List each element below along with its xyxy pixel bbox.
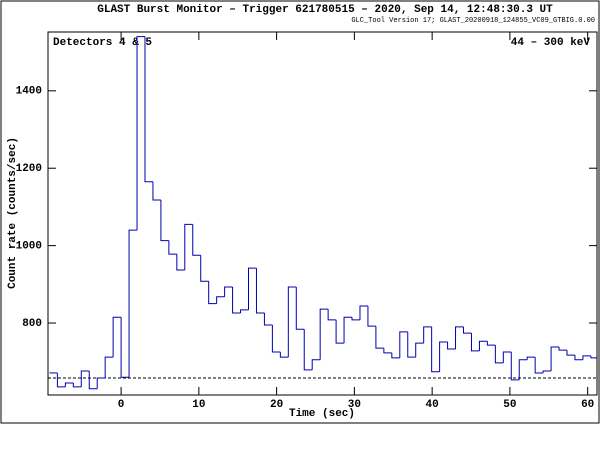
histogram-bin [303, 329, 313, 371]
histogram-bin [574, 355, 583, 361]
histogram-bin [439, 341, 448, 372]
histogram-bin [144, 36, 153, 183]
histogram-bin [327, 309, 337, 321]
y-tick-label: 1400 [16, 86, 42, 98]
x-tick-label: 60 [581, 399, 594, 411]
x-axis-label: Time (sec) [289, 408, 355, 420]
histogram-bin [64, 382, 74, 387]
plot-area [48, 36, 597, 390]
histogram-bin [423, 326, 432, 344]
histogram-bin [542, 370, 552, 373]
histogram-bin [224, 286, 233, 297]
histogram-bin [152, 181, 161, 201]
histogram-bin [128, 229, 138, 378]
histogram-bin [367, 305, 376, 327]
histogram-bin [120, 317, 130, 378]
histogram-bin [590, 355, 597, 359]
histogram-bin [478, 340, 488, 351]
x-tick-label: 30 [348, 399, 361, 411]
histogram-bin [502, 351, 512, 363]
x-tick-label: 50 [503, 399, 516, 411]
histogram-bin [343, 316, 353, 344]
histogram-bin [431, 326, 440, 373]
histogram-bin [263, 312, 273, 326]
histogram-bin [271, 324, 281, 353]
annotation: Detectors 4 & 5 [53, 37, 152, 49]
histogram-bin [399, 331, 408, 358]
histogram-bin [526, 356, 536, 360]
histogram-bin [383, 348, 392, 354]
histogram-bin [486, 341, 496, 346]
histogram-bin [255, 268, 265, 314]
histogram-bin [295, 287, 305, 330]
histogram-bin [335, 319, 345, 344]
histogram-bin [415, 342, 424, 358]
histogram-bin [550, 346, 560, 372]
histogram-bin [96, 377, 106, 389]
histogram-bin [470, 333, 480, 352]
histogram-bin [518, 359, 528, 380]
histogram-bin [558, 347, 568, 351]
histogram-bin [494, 345, 504, 364]
y-tick-label: 1200 [16, 163, 42, 175]
histogram-bin [447, 341, 456, 350]
plot-border [47, 31, 598, 396]
histogram-bin [407, 331, 416, 358]
histogram-bin [176, 254, 185, 271]
histogram-bin [375, 326, 384, 349]
histogram-bin [168, 240, 177, 255]
y-tick-label: 800 [22, 318, 42, 330]
histogram-bin [88, 371, 98, 390]
histogram-bin [462, 326, 472, 334]
frame [0, 0, 600, 424]
y-axis-label: Count rate (counts/sec) [7, 137, 19, 289]
histogram-bin [104, 356, 114, 378]
histogram-bin [160, 199, 169, 242]
histogram-bin [510, 352, 520, 381]
histogram-bin [359, 305, 368, 320]
histogram-bin [72, 383, 82, 388]
annotation: 44 – 300 keV [511, 37, 591, 49]
x-tick-label: 40 [426, 399, 439, 411]
histogram-bin [184, 223, 193, 271]
x-tick-label: 10 [192, 399, 205, 411]
histogram-bin [319, 308, 329, 360]
histogram-bin [240, 309, 249, 313]
histogram-bin [582, 355, 591, 360]
histogram-bin [248, 267, 257, 310]
histogram-bin [311, 359, 321, 370]
histogram-bin [279, 352, 289, 358]
histogram-bin [287, 286, 297, 358]
x-tick-label: 20 [270, 399, 283, 411]
histogram-bin [192, 224, 201, 256]
histogram-bin [391, 352, 400, 359]
histogram-bin [534, 357, 544, 374]
histogram-bin [112, 316, 122, 358]
histogram-bin [455, 326, 464, 349]
histogram-bin [80, 370, 90, 387]
histogram-bin [208, 281, 217, 305]
chart-title: GLAST Burst Monitor – Trigger 621780515 … [97, 4, 553, 16]
histogram-bin [566, 350, 575, 356]
histogram-bin [136, 36, 145, 231]
histogram-bin [216, 296, 225, 304]
y-tick-label: 1000 [16, 241, 42, 253]
histogram-bin [232, 287, 241, 314]
x-tick-label: 0 [118, 399, 125, 411]
histogram-bin [351, 317, 360, 321]
histogram-bin [200, 255, 209, 282]
chart-subtitle: GLC_Tool Version 17; GLAST_20200918_1248… [351, 17, 595, 25]
histogram-bin [56, 372, 66, 388]
